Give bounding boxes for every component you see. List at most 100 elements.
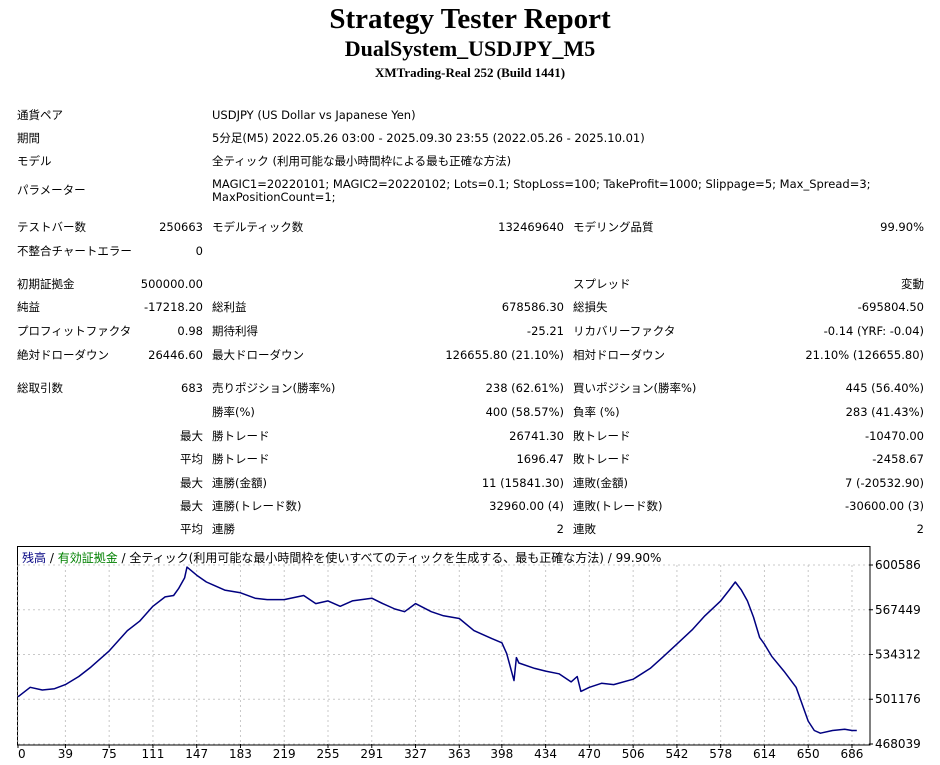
legend-rest: / 全ティック(利用可能な最小時間枠を使いすべてのティックを生成する、最も正確な… bbox=[117, 551, 662, 565]
ticks-value: 132469640 bbox=[498, 220, 564, 234]
avg-consec-losses-label: 連敗 bbox=[573, 522, 596, 536]
max-consec-profit-label: 連勝(トレード数) bbox=[212, 499, 302, 513]
max-consec-wins-label: 連勝(金額) bbox=[212, 476, 267, 490]
params-line2: MaxPositionCount=1; bbox=[212, 190, 336, 204]
plot-frame bbox=[17, 546, 871, 746]
report-subtitle: DualSystem_USDJPY_M5 bbox=[344, 36, 596, 61]
x-tick-label: 39 bbox=[58, 747, 73, 761]
abs-dd-value: 26446.60 bbox=[148, 348, 203, 362]
short-value: 238 (62.61%) bbox=[485, 381, 564, 395]
avg-loss-label: 敗トレード bbox=[573, 452, 631, 466]
deposit-label: 初期証拠金 bbox=[17, 277, 75, 291]
max-consec-losses-label: 連敗(金額) bbox=[573, 476, 628, 490]
net-label: 純益 bbox=[17, 300, 40, 314]
x-tick-label: 327 bbox=[404, 747, 427, 761]
params-label: パラメーター bbox=[17, 183, 86, 197]
lossrate-value: 283 (41.43%) bbox=[845, 405, 924, 419]
pf-label: プロフィットファクタ bbox=[17, 324, 132, 338]
gross-loss-value: -695804.50 bbox=[857, 300, 924, 314]
report-title: Strategy Tester Report bbox=[329, 3, 611, 35]
x-tick-label: 75 bbox=[102, 747, 117, 761]
avg-win-value: 1696.47 bbox=[516, 452, 564, 466]
x-tick-label: 255 bbox=[317, 747, 340, 761]
avg-word: 平均 bbox=[180, 452, 203, 466]
y-tick-label: 534312 bbox=[875, 648, 921, 662]
worst-value: -10470.00 bbox=[864, 429, 924, 443]
x-tick-label: 506 bbox=[622, 747, 645, 761]
y-tick-label: 501176 bbox=[875, 692, 921, 706]
x-tick-label: 0 bbox=[18, 747, 26, 761]
max-consec-wins-value: 11 (15841.30) bbox=[481, 476, 564, 490]
winrate-label: 勝率(%) bbox=[212, 405, 255, 419]
x-tick-label: 363 bbox=[448, 747, 471, 761]
max-consec-profit-value: 32960.00 (4) bbox=[489, 499, 564, 513]
period-value: 5分足(M5) 2022.05.26 03:00 - 2025.09.30 23… bbox=[212, 131, 645, 145]
max-consec-loss-value: -30600.00 (3) bbox=[845, 499, 924, 513]
max-consec-losses-value: 7 (-20532.90) bbox=[845, 476, 924, 490]
x-tick-label: 147 bbox=[185, 747, 208, 761]
symbol-value: USDJPY (US Dollar vs Japanese Yen) bbox=[212, 108, 416, 122]
avg-consec-losses-value: 2 bbox=[916, 522, 924, 536]
max-word: 最大 bbox=[180, 429, 203, 443]
lossrate-label: 負率 (%) bbox=[573, 405, 620, 419]
bars-label: テストバー数 bbox=[17, 220, 86, 234]
quality-label: モデリング品質 bbox=[573, 220, 654, 234]
worst-label: 敗トレード bbox=[573, 429, 631, 443]
avg-word-2: 平均 bbox=[180, 522, 203, 536]
gross-profit-label: 総利益 bbox=[212, 300, 247, 314]
bars-value: 250663 bbox=[159, 220, 203, 234]
max-dd-label: 最大ドローダウン bbox=[212, 348, 304, 362]
short-label: 売りポジション(勝率%) bbox=[212, 381, 336, 395]
net-value: -17218.20 bbox=[143, 300, 203, 314]
gross-profit-value: 678586.30 bbox=[501, 300, 564, 314]
chart-legend: 残高 / 有効証拠金 / 全ティック(利用可能な最小時間枠を使いすべてのティック… bbox=[22, 550, 661, 566]
x-tick-label: 111 bbox=[141, 747, 164, 761]
avg-win-label: 勝トレード bbox=[212, 452, 270, 466]
account-line: XMTrading-Real 252 (Build 1441) bbox=[374, 65, 566, 80]
trades-value: 683 bbox=[181, 381, 203, 395]
spread-label: スプレッド bbox=[573, 277, 631, 291]
period-label: 期間 bbox=[17, 131, 40, 145]
y-tick-label: 468039 bbox=[875, 737, 921, 751]
long-label: 買いポジション(勝率%) bbox=[573, 381, 697, 395]
spread-value: 変動 bbox=[901, 277, 924, 291]
x-tick-label: 470 bbox=[578, 747, 601, 761]
x-tick-label: 578 bbox=[709, 747, 732, 761]
params-line1: MAGIC1=20220101; MAGIC2=20220102; Lots=0… bbox=[212, 177, 871, 191]
rel-dd-label: 相対ドローダウン bbox=[573, 348, 665, 362]
x-tick-label: 398 bbox=[490, 747, 513, 761]
expected-value: -25.21 bbox=[526, 324, 564, 338]
max-dd-value: 126655.80 (21.10%) bbox=[445, 348, 564, 362]
rel-dd-value: 21.10% (126655.80) bbox=[805, 348, 924, 362]
mismatch-label: 不整合チャートエラー bbox=[17, 244, 132, 258]
model-label: モデル bbox=[17, 154, 52, 168]
balance-chart: 0 39 75 111 147 183 219 255 291 327 363 398 434 470 50… bbox=[17, 546, 940, 761]
winrate-value: 400 (58.57%) bbox=[485, 405, 564, 419]
ticks-label: モデルティック数 bbox=[212, 220, 304, 234]
balance-line bbox=[17, 566, 857, 734]
best-value: 26741.30 bbox=[509, 429, 564, 443]
long-value: 445 (56.40%) bbox=[845, 381, 924, 395]
x-tick-label: 219 bbox=[273, 747, 296, 761]
x-tick-label: 183 bbox=[229, 747, 252, 761]
max-word-2: 最大 bbox=[180, 476, 203, 490]
abs-dd-label: 絶対ドローダウン bbox=[17, 348, 109, 362]
gross-loss-label: 総損失 bbox=[573, 300, 608, 314]
quality-value: 99.90% bbox=[880, 220, 924, 234]
x-tick-label: 614 bbox=[753, 747, 776, 761]
deposit-value: 500000.00 bbox=[140, 277, 203, 291]
balance-chart-svg: 0 39 75 111 147 183 219 255 291 327 363 398 434 470 50… bbox=[17, 546, 921, 761]
model-value: 全ティック (利用可能な最小時間枠による最も正確な方法) bbox=[212, 154, 512, 168]
max-consec-loss-label: 連敗(トレード数) bbox=[573, 499, 663, 513]
avg-consec-wins-value: 2 bbox=[556, 522, 564, 536]
symbol-label: 通貨ペア bbox=[17, 108, 63, 122]
avg-consec-wins-label: 連勝 bbox=[212, 522, 235, 536]
max-word-3: 最大 bbox=[180, 499, 203, 513]
y-tick-label: 600586 bbox=[875, 558, 921, 572]
avg-loss-value: -2458.67 bbox=[872, 452, 924, 466]
x-tick-label: 650 bbox=[797, 747, 820, 761]
recovery-value: -0.14 (YRF: -0.04) bbox=[823, 324, 924, 338]
mismatch-value: 0 bbox=[195, 244, 203, 258]
best-label: 勝トレード bbox=[212, 429, 270, 443]
trades-label: 総取引数 bbox=[17, 381, 63, 395]
